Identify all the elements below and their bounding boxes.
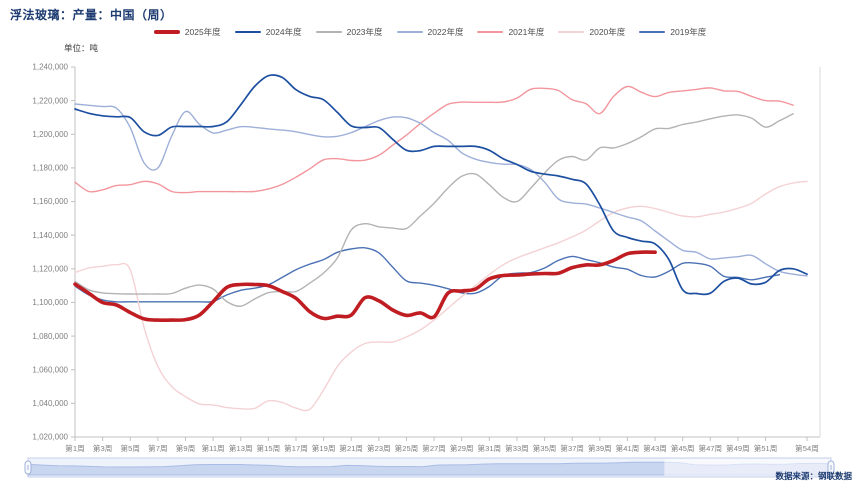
legend-item-2020[interactable]: 2020年度 xyxy=(558,26,625,38)
svg-text:第41周: 第41周 xyxy=(616,443,640,453)
legend: 2025年度 2024年度 2023年度 2022年度 2021年度 2020年度 2019… xyxy=(0,26,860,38)
svg-text:第21周: 第21周 xyxy=(339,443,363,453)
legend-line-swatch xyxy=(639,31,666,33)
datazoom-left-handle[interactable] xyxy=(24,460,32,475)
svg-text:第37周: 第37周 xyxy=(560,443,584,453)
svg-text:第49周: 第49周 xyxy=(726,443,750,453)
legend-item-label: 2025年度 xyxy=(184,27,221,37)
svg-text:1,080,000: 1,080,000 xyxy=(32,332,68,341)
y-axis-labels: 1,020,000 1,040,000 1,060,000 1,080,000 1,10… xyxy=(32,63,75,442)
svg-text:第27周: 第27周 xyxy=(422,443,446,453)
svg-text:第43周: 第43周 xyxy=(643,443,667,453)
datazoom-unselected-region xyxy=(664,459,830,476)
x-axis-labels: 第1周 第3周 第5周 第7周 第9周 第11周 第13周 第15周 第17周 第19周 第21周第… xyxy=(65,437,819,453)
svg-text:第23周: 第23周 xyxy=(367,443,391,453)
svg-text:第54周: 第54周 xyxy=(795,443,819,453)
datazoom-slider[interactable] xyxy=(24,457,835,478)
legend-item-label: 2019年度 xyxy=(670,27,707,37)
svg-text:第29周: 第29周 xyxy=(450,443,474,453)
svg-text:第45周: 第45周 xyxy=(671,443,695,453)
svg-text:第13周: 第13周 xyxy=(229,443,253,453)
svg-text:第3周: 第3周 xyxy=(93,443,112,453)
svg-text:1,060,000: 1,060,000 xyxy=(32,365,68,374)
svg-text:第35周: 第35周 xyxy=(533,443,557,453)
legend-line-swatch xyxy=(234,31,261,33)
series-line-2020[interactable] xyxy=(74,180,808,412)
legend-item-label: 2022年度 xyxy=(427,27,464,37)
svg-text:第1周: 第1周 xyxy=(65,443,84,453)
svg-text:1,180,000: 1,180,000 xyxy=(32,164,68,173)
svg-text:第51周: 第51周 xyxy=(754,443,778,453)
legend-item-2019[interactable]: 2019年度 xyxy=(639,26,706,38)
svg-text:第39周: 第39周 xyxy=(588,443,612,453)
datazoom-right-handle[interactable] xyxy=(827,460,835,475)
legend-item-label: 2021年度 xyxy=(508,27,545,37)
series-line-2022[interactable] xyxy=(74,103,808,277)
axes xyxy=(74,67,821,438)
svg-text:第17周: 第17周 xyxy=(284,443,308,453)
legend-item-2023[interactable]: 2023年度 xyxy=(315,26,383,38)
svg-text:1,020,000: 1,020,000 xyxy=(32,433,68,442)
svg-text:1,040,000: 1,040,000 xyxy=(32,399,68,408)
series-line-2024[interactable] xyxy=(74,74,808,296)
legend-line-swatch xyxy=(558,31,585,33)
y-axis-unit-label: 单位：吨 xyxy=(64,43,99,53)
svg-text:1,100,000: 1,100,000 xyxy=(32,298,68,307)
legend-item-2022[interactable]: 2022年度 xyxy=(396,26,464,38)
svg-text:第7周: 第7周 xyxy=(148,443,167,453)
svg-text:第5周: 第5周 xyxy=(121,443,140,453)
svg-text:第9周: 第9周 xyxy=(176,443,195,453)
legend-line-swatch xyxy=(153,30,180,34)
legend-item-label: 2024年度 xyxy=(265,27,302,37)
svg-text:1,160,000: 1,160,000 xyxy=(32,197,68,206)
legend-item-2024[interactable]: 2024年度 xyxy=(234,26,302,38)
legend-line-swatch xyxy=(477,31,504,33)
series-lines xyxy=(73,74,808,412)
legend-line-swatch xyxy=(396,31,423,33)
svg-text:1,240,000: 1,240,000 xyxy=(32,63,68,72)
svg-text:1,120,000: 1,120,000 xyxy=(32,265,68,274)
svg-text:第15周: 第15周 xyxy=(257,443,281,453)
series-line-2019[interactable] xyxy=(74,246,781,303)
series-line-2025[interactable] xyxy=(73,250,657,323)
svg-text:第31周: 第31周 xyxy=(478,443,502,453)
svg-text:第47周: 第47周 xyxy=(699,443,723,453)
svg-text:第19周: 第19周 xyxy=(312,443,336,453)
legend-item-2025[interactable]: 2025年度 xyxy=(153,26,221,38)
legend-item-2021[interactable]: 2021年度 xyxy=(477,26,544,38)
svg-text:1,140,000: 1,140,000 xyxy=(32,231,68,240)
page-title: 浮法玻璃：产量：中国（周） xyxy=(10,8,173,22)
svg-text:1,200,000: 1,200,000 xyxy=(32,130,68,139)
legend-item-label: 2023年度 xyxy=(346,27,383,37)
svg-text:第25周: 第25周 xyxy=(395,443,419,453)
svg-text:1,220,000: 1,220,000 xyxy=(32,96,68,105)
legend-item-label: 2020年度 xyxy=(589,27,626,37)
series-line-2021[interactable] xyxy=(74,85,794,194)
svg-text:第11周: 第11周 xyxy=(202,443,225,453)
data-source-label: 数据来源：钢联数据 xyxy=(775,471,852,481)
svg-text:第33周: 第33周 xyxy=(505,443,529,453)
series-line-2023[interactable] xyxy=(74,113,794,307)
legend-line-swatch xyxy=(315,31,342,33)
